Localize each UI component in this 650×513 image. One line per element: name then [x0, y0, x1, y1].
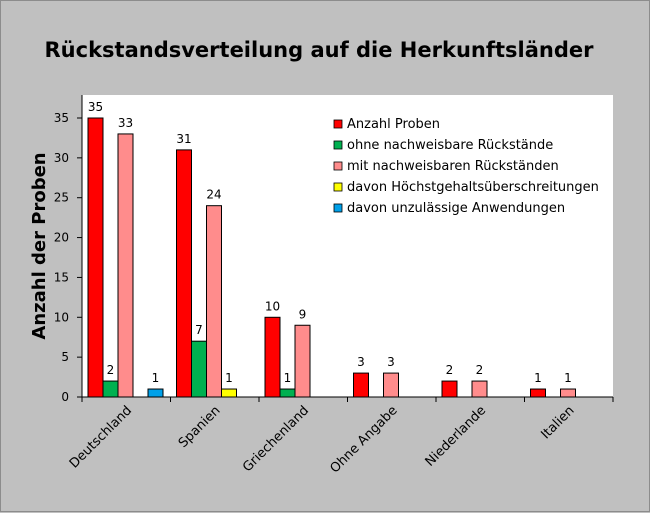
data-label: 2: [446, 363, 454, 377]
data-label: 31: [176, 132, 191, 146]
bar-italien-series-3: [560, 388, 576, 398]
data-label: 1: [564, 371, 572, 385]
data-label: 2: [476, 363, 484, 377]
legend-swatch-1: [333, 119, 343, 129]
legend-entry-5: davon unzulässige Anwendungen: [347, 201, 565, 216]
data-label: 3: [387, 355, 395, 369]
bar-spanien-series-4: [221, 388, 237, 398]
bar-griechenland-series-1: [264, 316, 281, 398]
data-label: 35: [88, 100, 103, 114]
data-label: 3: [357, 355, 365, 369]
bar-niederlande-series-3: [471, 380, 488, 398]
bar-spanien-series-3: [206, 205, 222, 398]
legend-swatch-2: [333, 140, 343, 150]
x-tick-label-deutschland: Deutschland: [67, 403, 135, 471]
data-label: 1: [534, 371, 542, 385]
chart-title: Rückstandsverteilung auf die Herkunftslä…: [45, 38, 595, 62]
data-label: 24: [206, 188, 221, 202]
y-tick-label: 0: [61, 390, 69, 404]
data-labels: 35 31 10 3 2 1 2 7 1 33 24 9 3 2 1 1 1: [88, 100, 572, 385]
x-tick-label-spanien: Spanien: [176, 403, 224, 451]
bars: [87, 117, 576, 398]
y-tick-label: 10: [54, 310, 69, 324]
legend-swatch-3: [333, 161, 343, 171]
data-label: 1: [152, 371, 160, 385]
bar-deutschland-series-2: [102, 380, 119, 398]
bar-italien-series-1: [530, 388, 546, 398]
bar-griechenland-series-2: [279, 388, 296, 398]
bar-niederlande-series-1: [441, 380, 458, 398]
bar-spanien-series-1: [176, 149, 192, 398]
y-tick-label: 20: [54, 231, 69, 245]
data-label: 1: [284, 371, 292, 385]
data-label: 1: [225, 371, 233, 385]
data-label: 2: [107, 363, 115, 377]
bar-griechenland-series-3: [294, 324, 311, 398]
bar-ohne-angabe-series-1: [353, 372, 369, 398]
legend-entry-1: Anzahl Proben: [347, 117, 440, 132]
y-tick-label: 25: [54, 191, 69, 205]
y-tick-label: 35: [54, 111, 69, 125]
data-label: 33: [118, 116, 133, 130]
legend-swatch-5: [333, 203, 343, 213]
x-tick-label-griechenland: Griechenland: [240, 403, 312, 475]
legend: Anzahl Proben ohne nachweisbare Rückständ…: [333, 117, 599, 216]
x-tick-label-niederlande: Niederlande: [423, 403, 489, 469]
bar-deutschland-series-3: [117, 133, 134, 398]
plot-area: [82, 95, 613, 397]
x-tick-label-italien: Italien: [538, 403, 577, 442]
y-tick-label: 15: [54, 270, 69, 284]
y-tick-label: 30: [54, 151, 69, 165]
legend-entry-3: mit nachweisbaren Rückständen: [347, 159, 559, 174]
legend-entry-4: davon Höchstgehaltsüberschreitungen: [347, 180, 599, 195]
x-tick-label-ohne-angabe: Ohne Angabe: [327, 403, 400, 476]
data-label: 9: [299, 307, 307, 321]
y-axis-label: Anzahl der Proben: [29, 152, 50, 339]
legend-swatch-4: [333, 182, 343, 192]
bar-spanien-series-2: [191, 340, 207, 398]
y-tick-label: 5: [61, 350, 69, 364]
bar-ohne-angabe-series-3: [383, 372, 399, 398]
data-label: 7: [195, 323, 203, 337]
bar-deutschland-series-1: [87, 117, 104, 398]
legend-entry-2: ohne nachweisbare Rückstände: [347, 138, 553, 153]
data-label: 10: [265, 299, 280, 313]
bar-deutschland-series-5: [147, 388, 164, 398]
